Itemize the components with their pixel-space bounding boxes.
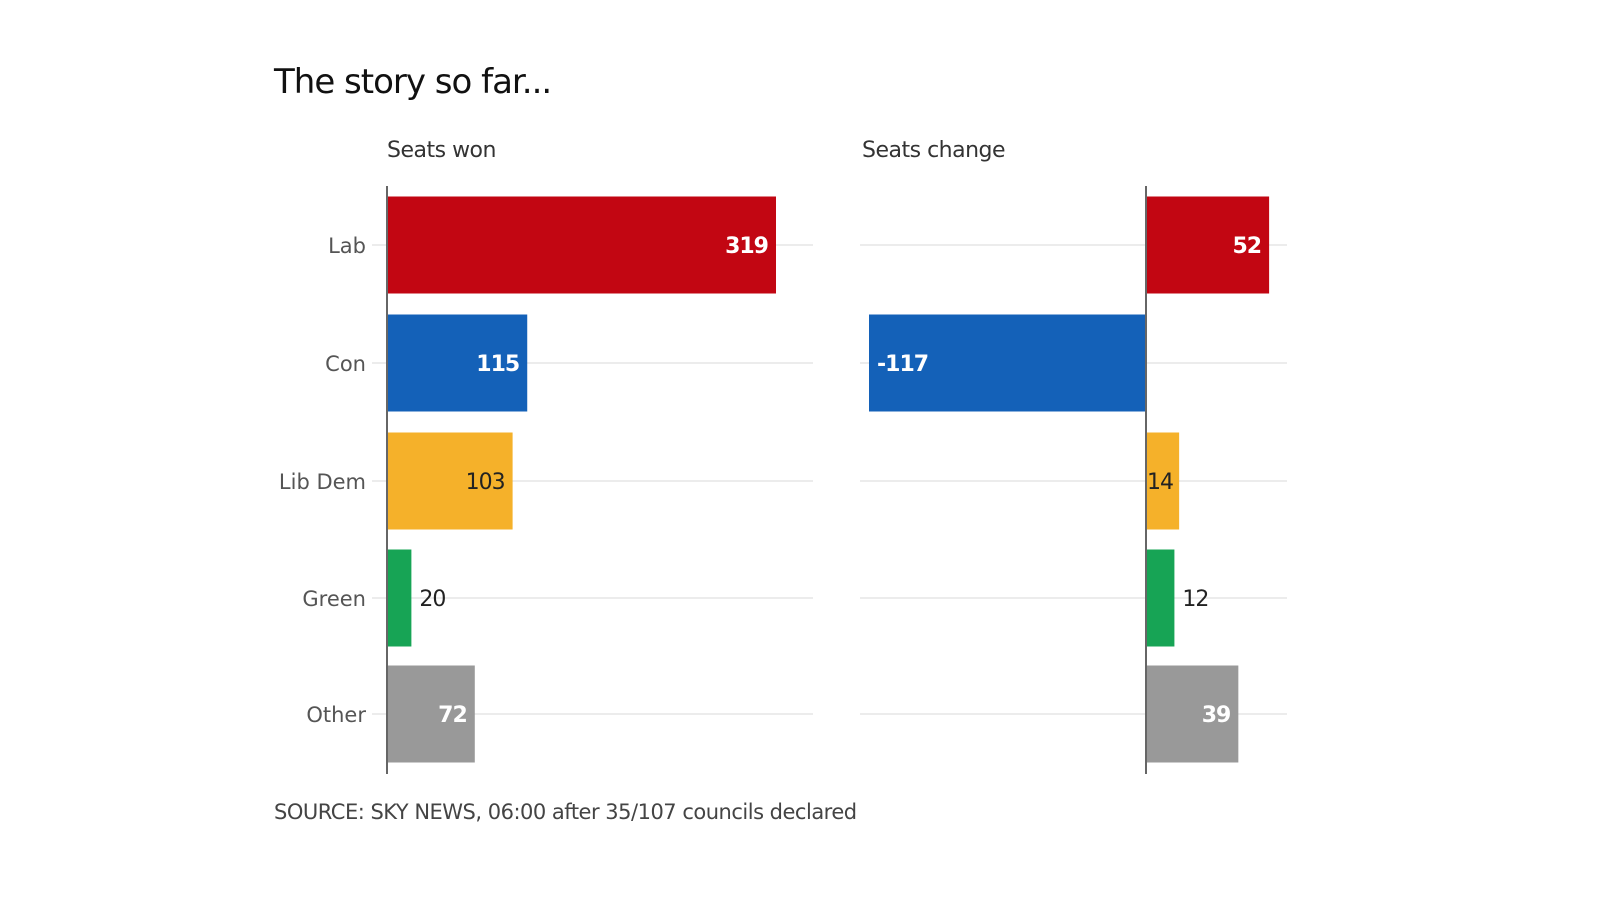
bar-lab xyxy=(1146,196,1270,294)
category-label: Lib Dem xyxy=(279,470,366,494)
chart-title: The story so far... xyxy=(274,62,552,102)
data-label: 115 xyxy=(476,352,519,377)
data-label: 319 xyxy=(725,234,768,259)
bar-lib-dem xyxy=(387,432,513,530)
bar-green xyxy=(387,549,412,647)
bar-other xyxy=(387,665,475,763)
category-label: Green xyxy=(302,587,366,611)
data-label: 52 xyxy=(1232,234,1261,259)
data-label: 39 xyxy=(1202,703,1231,728)
bar-con xyxy=(869,314,1146,412)
panel-title-seats-change: Seats change xyxy=(862,138,1006,163)
data-label: 14 xyxy=(1147,470,1173,495)
source-note: SOURCE: SKY NEWS, 06:00 after 35/107 cou… xyxy=(274,800,857,824)
bar-lib-dem xyxy=(1146,432,1180,530)
data-label: -117 xyxy=(877,352,928,377)
data-label: 20 xyxy=(419,587,445,612)
panel-title-seats-won: Seats won xyxy=(387,138,496,163)
bar-lab xyxy=(387,196,776,294)
data-label: 72 xyxy=(438,703,467,728)
category-label: Lab xyxy=(328,234,366,258)
category-label: Other xyxy=(306,703,366,727)
bar-con xyxy=(387,314,528,412)
bar-other xyxy=(1146,665,1239,763)
bar-green xyxy=(1146,549,1175,647)
data-label: 12 xyxy=(1182,587,1208,612)
data-label: 103 xyxy=(466,470,505,495)
category-label: Con xyxy=(325,352,366,376)
